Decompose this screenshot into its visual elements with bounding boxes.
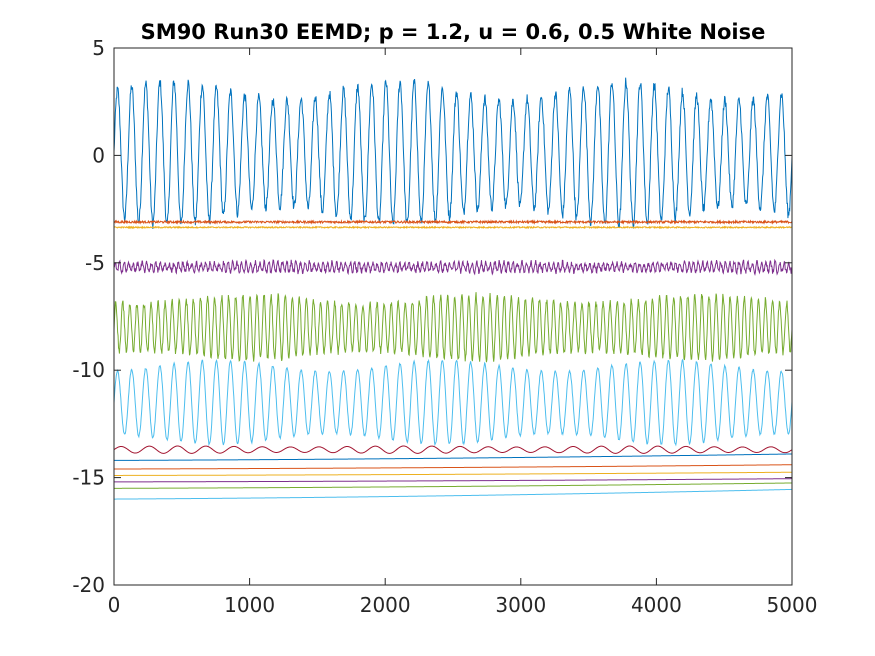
series-line-7 xyxy=(113,445,793,454)
series-line-2 xyxy=(113,219,793,225)
series-line-5 xyxy=(113,292,793,363)
chart-title: SM90 Run30 EEMD; p = 1.2, u = 0.6, 0.5 W… xyxy=(141,20,766,44)
x-tick-label: 0 xyxy=(108,593,121,617)
series-line-11 xyxy=(114,478,793,483)
x-tick-label: 2000 xyxy=(360,593,411,617)
series-line-4 xyxy=(113,258,793,276)
series-line-8 xyxy=(113,453,793,461)
y-tick-label: -5 xyxy=(85,251,105,275)
x-tick-label: 3000 xyxy=(495,593,546,617)
series-line-1 xyxy=(113,77,793,230)
y-tick-label: 5 xyxy=(92,36,105,60)
series-line-10 xyxy=(114,471,792,476)
plot-frame xyxy=(113,47,793,586)
series-line-6 xyxy=(113,358,793,447)
y-tick-label: -10 xyxy=(72,358,105,382)
series-layer xyxy=(113,77,793,500)
series-line-13 xyxy=(114,488,793,500)
y-tick-label: 0 xyxy=(92,143,105,167)
series-line-9 xyxy=(114,464,793,470)
x-tick-label: 1000 xyxy=(224,593,275,617)
x-tick-label: 5000 xyxy=(767,593,818,617)
x-tick-label: 4000 xyxy=(631,593,682,617)
y-tick-label: -15 xyxy=(72,466,105,490)
y-tick-label: -20 xyxy=(72,573,105,597)
series-line-12 xyxy=(114,482,793,489)
series-line-3 xyxy=(113,225,793,230)
axis-layer: 0 1000 2000 3000 4000 5000 5 0 -5 -10 -15 -20 xyxy=(72,36,817,617)
